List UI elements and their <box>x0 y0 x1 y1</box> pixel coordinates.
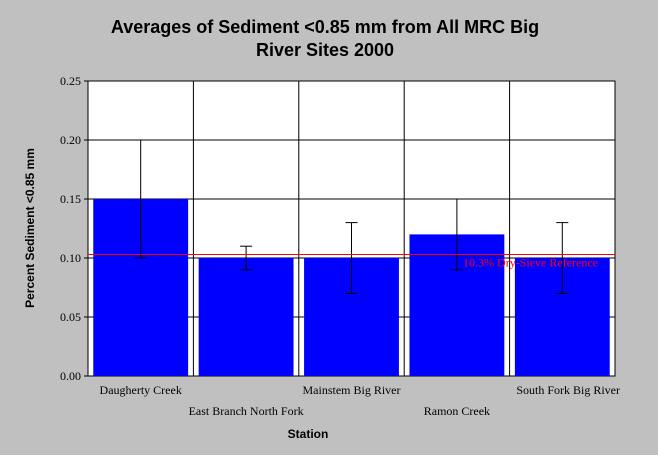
error-bar-layer <box>134 139 569 294</box>
y-tick-layer: 0.00 0.05 0.10 0.15 0.20 0.25 <box>60 74 88 383</box>
y-axis-label: Percent Sediment <0.85 mm <box>23 148 37 308</box>
bar-2 <box>198 258 294 376</box>
x-category-label: Mainstem Big River <box>303 383 401 397</box>
reference-layer: 10.3% Dry-Sieve Reference <box>88 253 615 269</box>
y-tick-label: 0.05 <box>60 310 81 324</box>
x-category-label: Daugherty Creek <box>100 383 182 397</box>
x-category-label: South Fork Big River <box>516 383 620 397</box>
x-category-label: Ramon Creek <box>424 404 490 418</box>
x-category-layer: Daugherty Creek East Branch North Fork Mai… <box>100 383 620 418</box>
x-axis-label: Station <box>288 427 329 441</box>
y-tick-label: 0.20 <box>60 133 81 147</box>
y-tick-label: 0.00 <box>60 369 81 383</box>
x-category-label: East Branch North Fork <box>189 404 304 418</box>
y-tick-label: 0.10 <box>60 251 81 265</box>
chart-title-line-2: River Sites 2000 <box>256 40 394 60</box>
reference-line-label: 10.3% Dry-Sieve Reference <box>463 255 598 269</box>
chart-title-line-1: Averages of Sediment <0.85 mm from All M… <box>111 17 539 37</box>
y-tick-label: 0.25 <box>60 74 81 88</box>
y-tick-label: 0.15 <box>60 192 81 206</box>
